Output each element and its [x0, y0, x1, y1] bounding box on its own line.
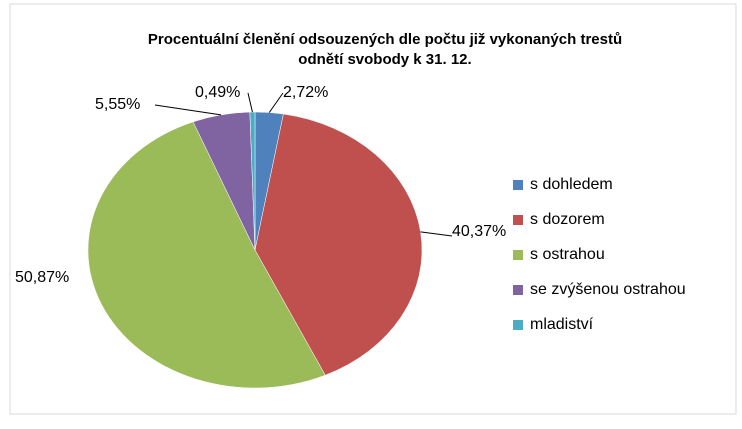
- pie-slice: [87, 121, 326, 389]
- data-label: 40,37%: [452, 223, 506, 240]
- legend-label: mladiství: [530, 316, 594, 333]
- chart-frame: [9, 3, 737, 415]
- data-label: 0,49%: [195, 84, 240, 101]
- legend-swatch: [513, 180, 523, 190]
- legend-label: se zvýšenou ostrahou: [530, 281, 686, 298]
- chart-title: odnětí svobody k 31. 12.: [298, 51, 471, 68]
- legend-label: s dohledem: [530, 176, 613, 193]
- legend-swatch: [513, 320, 523, 330]
- leader-line: [268, 92, 284, 113]
- legend-swatch: [513, 215, 523, 225]
- data-label: 5,55%: [95, 96, 140, 113]
- legend-label: s ostrahou: [530, 246, 605, 263]
- leader-line: [154, 104, 222, 116]
- data-label: 50,87%: [15, 269, 69, 286]
- data-label: 2,72%: [283, 84, 328, 101]
- leader-line: [420, 231, 453, 237]
- legend-label: s dozorem: [530, 211, 605, 228]
- chart-title: Procentuální členění odsouzených dle poč…: [148, 31, 622, 48]
- legend-swatch: [513, 250, 523, 260]
- legend-swatch: [513, 285, 523, 295]
- leader-line: [247, 92, 253, 113]
